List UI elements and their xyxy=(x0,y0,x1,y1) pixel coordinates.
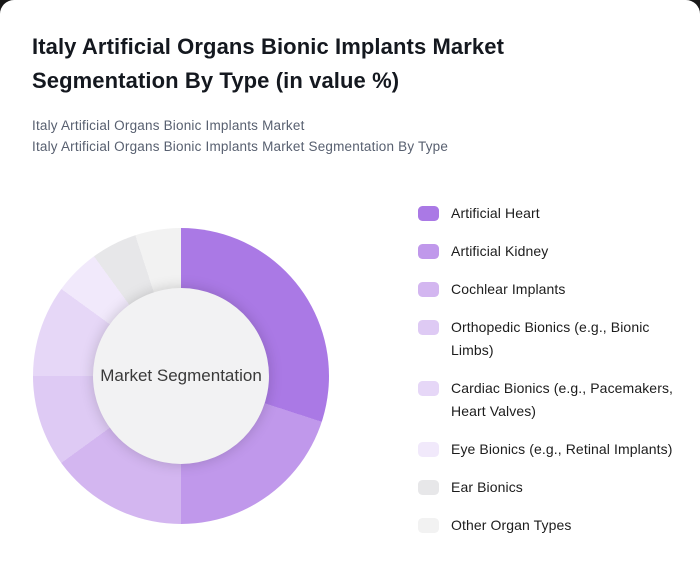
donut-center: Market Segmentation xyxy=(93,288,269,464)
legend-item: Eye Bionics (e.g., Retinal Implants) xyxy=(418,438,680,461)
donut-chart: Market Segmentation xyxy=(33,228,329,524)
legend-swatch xyxy=(418,206,439,221)
legend-swatch xyxy=(418,381,439,396)
subtitle-segmentation-name: Italy Artificial Organs Bionic Implants … xyxy=(32,139,449,154)
page-title: Italy Artificial Organs Bionic Implants … xyxy=(32,34,505,93)
legend-item: Orthopedic Bionics (e.g., Bionic Limbs) xyxy=(418,316,680,362)
legend-label: Artificial Heart xyxy=(451,205,540,221)
legend-swatch xyxy=(418,282,439,297)
legend-item: Artificial Heart xyxy=(418,202,680,225)
legend-label: Eye Bionics (e.g., Retinal Implants) xyxy=(451,441,673,457)
legend-item: Cardiac Bionics (e.g., Pacemakers, Heart… xyxy=(418,377,680,423)
legend-item: Artificial Kidney xyxy=(418,240,680,263)
legend-swatch xyxy=(418,480,439,495)
legend-item: Other Organ Types xyxy=(418,514,680,537)
legend-label: Cochlear Implants xyxy=(451,281,566,297)
legend-label: Artificial Kidney xyxy=(451,243,549,259)
legend-item: Cochlear Implants xyxy=(418,278,680,301)
legend-item: Ear Bionics xyxy=(418,476,680,499)
subtitle-market-name: Italy Artificial Organs Bionic Implants … xyxy=(32,118,305,133)
chart-legend: Artificial Heart Artificial Kidney Cochlea… xyxy=(418,202,680,552)
legend-label: Other Organ Types xyxy=(451,517,572,533)
legend-swatch xyxy=(418,320,439,335)
legend-label: Orthopedic Bionics (e.g., Bionic Limbs) xyxy=(451,319,650,358)
legend-swatch xyxy=(418,518,439,533)
legend-swatch xyxy=(418,244,439,259)
legend-swatch xyxy=(418,442,439,457)
legend-label: Ear Bionics xyxy=(451,479,523,495)
donut-center-label: Market Segmentation xyxy=(100,366,262,385)
legend-label: Cardiac Bionics (e.g., Pacemakers, Heart… xyxy=(451,380,674,419)
